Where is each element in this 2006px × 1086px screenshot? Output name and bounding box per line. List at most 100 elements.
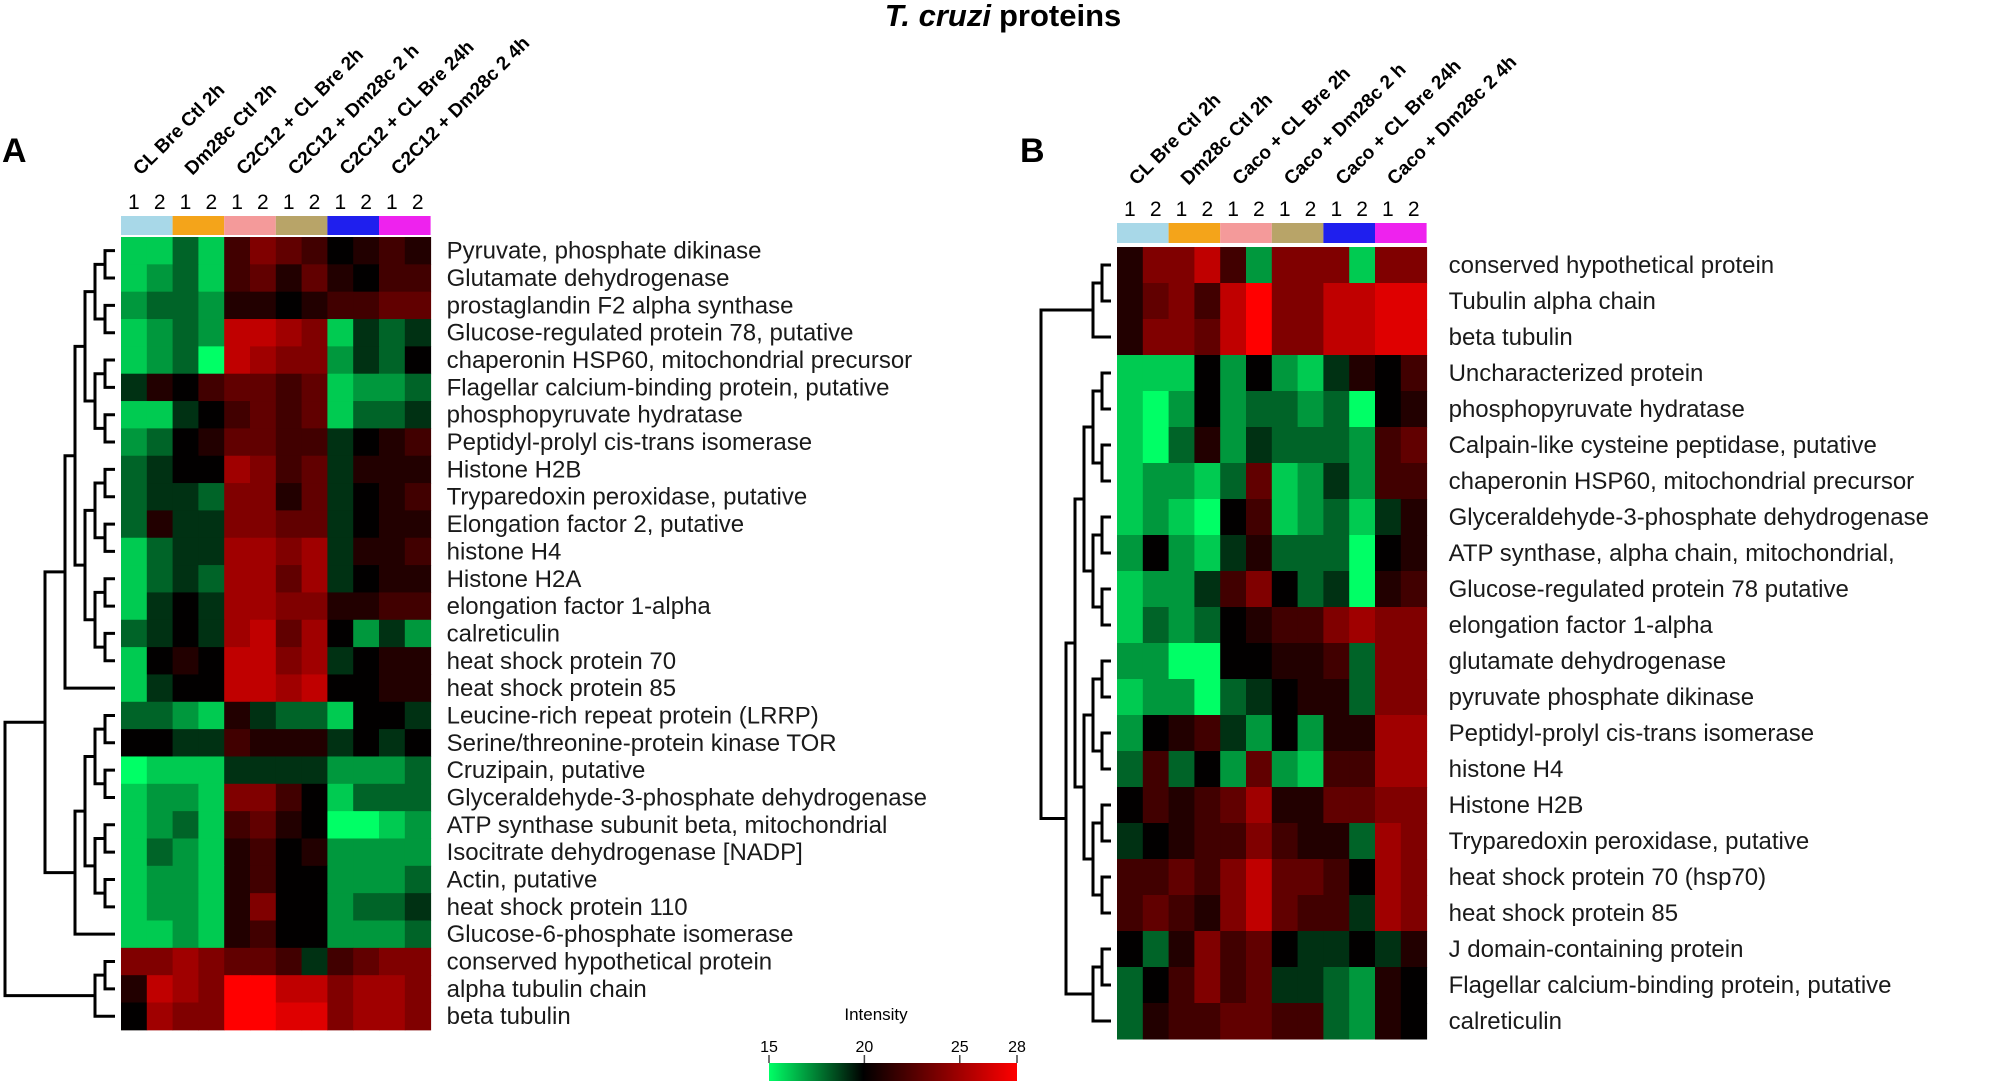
heatmap-cell <box>1323 247 1350 284</box>
heatmap-cell <box>1220 427 1247 464</box>
heatmap-cell <box>1168 355 1195 392</box>
heatmap-cell <box>1349 535 1376 572</box>
heatmap-cell <box>146 783 174 812</box>
heatmap-cell <box>1375 499 1402 536</box>
heatmap-cell <box>224 537 251 566</box>
heatmap-cell <box>1375 427 1402 464</box>
heatmap-cell <box>353 592 380 621</box>
heatmap-cell <box>1246 895 1273 932</box>
heatmap-cell <box>146 947 174 976</box>
condition-color-bar <box>379 216 431 235</box>
heatmap-cell <box>224 975 251 1004</box>
heatmap-cell <box>1220 283 1247 320</box>
replicate-label: 1 <box>1330 198 1342 221</box>
dendrogram-branch <box>1100 875 1111 915</box>
heatmap-cell <box>224 565 251 593</box>
heatmap-cell <box>301 401 328 429</box>
heatmap-cell <box>1323 859 1350 896</box>
dendrogram-branch <box>1064 641 1093 996</box>
heatmap-cell <box>404 674 432 703</box>
heatmap-cell <box>353 237 380 265</box>
heatmap-cell <box>1117 427 1144 464</box>
heatmap-cell <box>121 674 148 703</box>
dendrogram-branch <box>1100 515 1111 555</box>
heatmap-cell <box>146 838 174 867</box>
heatmap-cell <box>1168 427 1195 464</box>
heatmap-cell <box>172 1002 199 1031</box>
row-label: beta tubulin <box>1449 324 1573 351</box>
replicate-label: 1 <box>1176 198 1188 221</box>
heatmap-cell <box>250 947 277 976</box>
heatmap-cell <box>275 811 303 839</box>
figure-title: T. cruzi proteins <box>885 0 1122 33</box>
heatmap-cell <box>1400 319 1428 356</box>
row-label: Glucose-regulated protein 78, putative <box>447 320 854 347</box>
heatmap-cell <box>172 428 199 457</box>
heatmap-cell <box>379 647 406 675</box>
heatmap-cell <box>224 264 251 293</box>
heatmap-cell <box>1400 427 1428 464</box>
heatmap-cell <box>353 729 380 757</box>
heatmap-cell <box>172 237 199 265</box>
heatmap-cell <box>379 811 406 839</box>
row-label: Uncharacterized protein <box>1449 360 1704 387</box>
heatmap-cell <box>327 619 354 648</box>
heatmap-cell <box>1349 823 1376 860</box>
legend-tick-label: 20 <box>855 1039 873 1056</box>
row-label: Glucose-regulated protein 78 putative <box>1449 576 1849 603</box>
heatmap-cell <box>1117 607 1144 644</box>
heatmap-cell <box>353 428 380 457</box>
heatmap-cell <box>1297 571 1324 608</box>
heatmap-cell <box>172 619 199 648</box>
heatmap-cell <box>146 565 174 593</box>
heatmap-cell <box>327 756 354 785</box>
heatmap-cell <box>146 647 174 675</box>
row-label: calreticulin <box>1449 1008 1562 1035</box>
heatmap-cell <box>1297 247 1324 284</box>
heatmap-cell <box>121 975 148 1004</box>
heatmap-cell <box>1168 499 1195 536</box>
heatmap-cell <box>275 893 303 921</box>
row-label: Actin, putative <box>447 866 598 893</box>
heatmap-cell <box>301 783 328 812</box>
heatmap-cell <box>327 674 354 703</box>
heatmap-cell <box>1375 463 1402 500</box>
heatmap-cell <box>250 264 277 293</box>
heatmap-cell <box>301 811 328 839</box>
heatmap-cell <box>1142 571 1170 608</box>
dendrogram-branch <box>103 303 115 335</box>
heatmap-cell <box>1168 931 1195 968</box>
heatmap-cell <box>327 1002 354 1031</box>
row-label: pyruvate phosphate dikinase <box>1449 684 1755 711</box>
heatmap-cell <box>1271 355 1299 392</box>
replicate-label: 1 <box>1227 198 1239 221</box>
heatmap-cell <box>1271 787 1299 824</box>
heatmap-cell <box>198 346 225 375</box>
heatmap-cell <box>301 319 328 347</box>
heatmap-cell <box>275 756 303 785</box>
heatmap-cell <box>1297 283 1324 320</box>
heatmap-cell <box>301 756 328 785</box>
heatmap-cell <box>224 483 251 511</box>
heatmap-cell <box>198 674 225 703</box>
heatmap-cell <box>404 947 432 976</box>
heatmap-cell <box>404 483 432 511</box>
heatmap-cell <box>198 783 225 812</box>
heatmap-cell <box>404 346 432 375</box>
heatmap-cell <box>198 920 225 949</box>
row-label: elongation factor 1-alpha <box>447 593 712 620</box>
heatmap-cell <box>1375 967 1402 1004</box>
condition-color-bar <box>1220 223 1272 243</box>
heatmap-cell <box>1142 679 1170 716</box>
heatmap-cell <box>1142 391 1170 428</box>
heatmap-cell <box>1246 535 1273 572</box>
heatmap-cell <box>146 701 174 730</box>
heatmap-cell <box>172 373 199 402</box>
heatmap-cell <box>1220 787 1247 824</box>
heatmap-cell <box>1142 319 1170 356</box>
heatmap-cell <box>198 483 225 511</box>
heatmap-cell <box>379 264 406 293</box>
heatmap-cell <box>198 1002 225 1031</box>
heatmap-cell <box>224 947 251 976</box>
